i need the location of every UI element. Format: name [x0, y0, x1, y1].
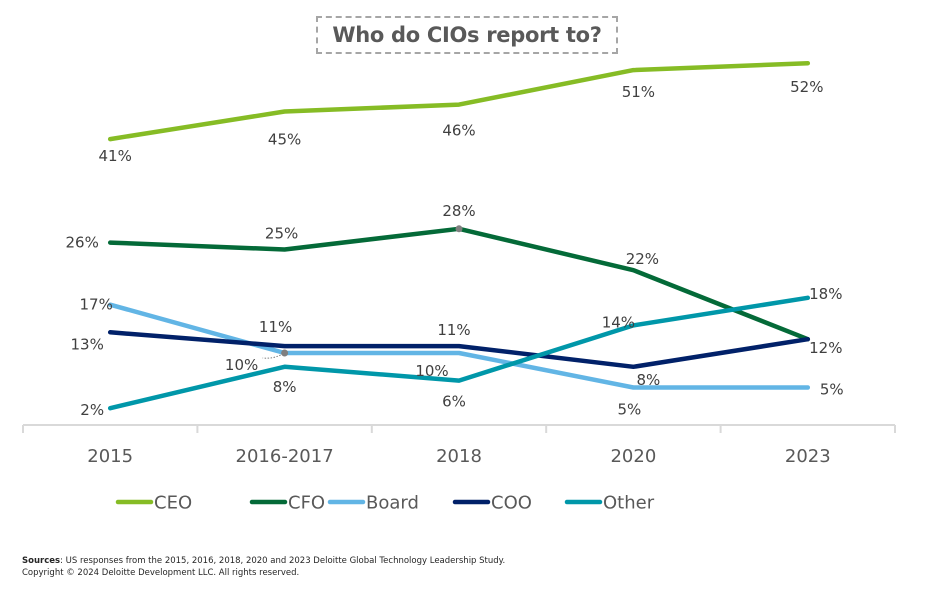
data-label-other: 8% — [273, 378, 297, 396]
legend-label: Board — [366, 493, 419, 514]
label-leader-dot — [281, 349, 289, 357]
data-label-board: 10% — [225, 356, 258, 374]
data-label-board: 17% — [80, 296, 113, 314]
x-tick-label: 2023 — [785, 446, 831, 467]
legend-label: Other — [603, 493, 655, 514]
data-label-other: 18% — [809, 285, 842, 303]
data-label-coo: 8% — [637, 371, 661, 389]
data-label-board: 10% — [415, 362, 448, 380]
x-tick-label: 2018 — [436, 446, 482, 467]
legend-item-coo: COO — [452, 493, 532, 514]
sources-label: Sources — [22, 556, 61, 566]
series-line-ceo — [107, 60, 811, 142]
data-label-coo: 11% — [437, 321, 470, 339]
x-tick-label: 2015 — [87, 446, 133, 467]
series-lines — [107, 60, 811, 411]
data-label-cfo: 22% — [626, 250, 659, 268]
data-labels: 41% 45% 46% 51% 52% 26% 25% 28% 22% 12% 17% 10% 10% 5… — [66, 78, 844, 419]
legend-label: CFO — [288, 493, 325, 514]
data-label-ceo: 45% — [268, 131, 301, 149]
x-axis: 2015 2016-2017 2018 2020 2023 — [22, 424, 896, 467]
legend-item-cfo: CFO — [249, 493, 325, 514]
sources-text: : US responses from the 2015, 2016, 2018… — [60, 556, 506, 566]
legend-item-ceo: CEO — [115, 493, 192, 514]
data-label-coo: 11% — [259, 318, 292, 336]
line-chart: 2015 2016-2017 2018 2020 2023 41% 45% 46% 51% 52… — [22, 60, 896, 514]
legend: CEO CFO Board COO Other — [115, 493, 655, 514]
series-line-coo — [107, 330, 811, 370]
data-label-ceo: 41% — [99, 147, 132, 165]
data-label-cfo: 28% — [442, 202, 475, 220]
legend-label: CEO — [154, 493, 192, 514]
data-label-ceo: 46% — [442, 122, 475, 140]
data-label-cfo: 25% — [265, 225, 298, 243]
data-label-cfo: 12% — [809, 339, 842, 357]
legend-item-other: Other — [564, 493, 655, 514]
data-label-cfo: 26% — [66, 234, 99, 252]
series-line-other — [107, 295, 811, 411]
series-line-board — [107, 302, 811, 390]
data-label-ceo: 52% — [790, 78, 823, 96]
label-leader-line — [262, 354, 281, 359]
data-label-other: 14% — [602, 313, 635, 331]
data-label-other: 2% — [80, 401, 104, 419]
chart-title-box: Who do CIOs report to? — [316, 16, 618, 54]
chart-title: Who do CIOs report to? — [332, 23, 602, 47]
data-label-board: 5% — [820, 381, 844, 399]
legend-item-board: Board — [327, 493, 419, 514]
x-tick-label: 2020 — [610, 446, 656, 467]
x-tick-label: 2016-2017 — [236, 446, 334, 467]
legend-label: COO — [491, 493, 532, 514]
data-label-board: 5% — [618, 401, 642, 419]
footer: Sources: US responses from the 2015, 201… — [22, 555, 505, 579]
sources-note: Sources: US responses from the 2015, 201… — [22, 555, 505, 567]
data-label-coo: 13% — [71, 335, 104, 353]
copyright: Copyright © 2024 Deloitte Development LL… — [22, 568, 300, 578]
data-label-ceo: 51% — [622, 83, 655, 101]
data-label-other: 6% — [442, 393, 466, 411]
label-leader-dot — [455, 225, 463, 233]
